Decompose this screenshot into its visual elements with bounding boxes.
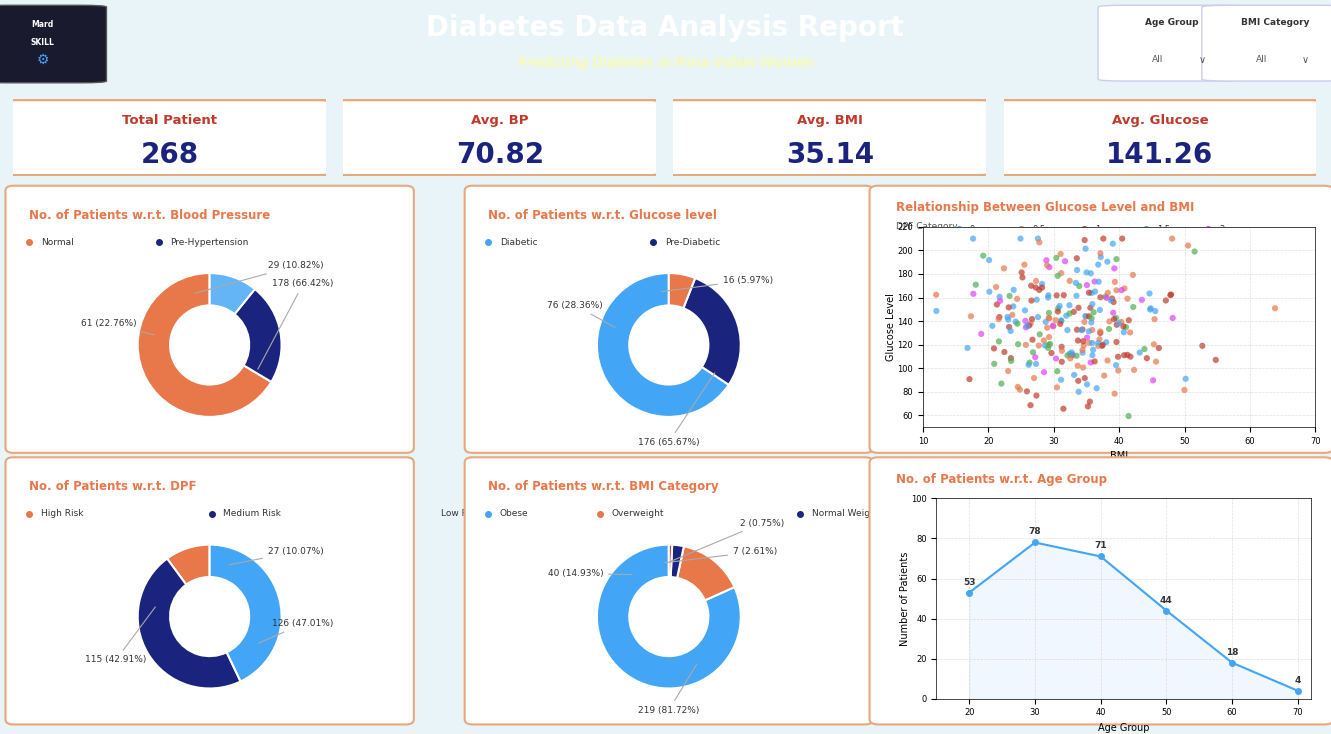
FancyBboxPatch shape [869, 186, 1331, 453]
Text: Medium Risk: Medium Risk [224, 509, 281, 518]
Text: ∨: ∨ [1302, 55, 1310, 65]
Text: Age Group: Age Group [1145, 18, 1198, 26]
Text: SKILL: SKILL [31, 37, 55, 47]
Text: Avg. BP: Avg. BP [471, 115, 528, 127]
Text: Pre-Hypertension: Pre-Hypertension [170, 238, 249, 247]
Text: Predicting Diabetes in Pima Indian Women: Predicting Diabetes in Pima Indian Women [518, 57, 813, 70]
FancyBboxPatch shape [667, 100, 989, 175]
Text: All: All [1256, 55, 1267, 65]
FancyBboxPatch shape [869, 457, 1331, 724]
Text: Total Patient: Total Patient [122, 115, 217, 127]
FancyBboxPatch shape [465, 457, 873, 724]
Text: 0: 0 [970, 225, 976, 234]
Text: Avg. BMI: Avg. BMI [797, 115, 862, 127]
Text: All: All [1153, 55, 1163, 65]
FancyBboxPatch shape [5, 457, 414, 724]
Text: No. of Patients w.r.t. DPF: No. of Patients w.r.t. DPF [29, 481, 197, 493]
Text: Normal: Normal [41, 238, 73, 247]
Text: Obese: Obese [500, 509, 528, 518]
Text: 0.5: 0.5 [1033, 225, 1045, 234]
Text: Relationship Between Glucose Level and BMI: Relationship Between Glucose Level and B… [896, 201, 1195, 214]
Text: Avg. Glucose: Avg. Glucose [1111, 115, 1209, 127]
Text: Diabetes Data Analysis Report: Diabetes Data Analysis Report [426, 14, 905, 42]
Text: 268: 268 [141, 141, 198, 169]
Text: Normal Weight: Normal Weight [812, 509, 880, 518]
Text: 1: 1 [1094, 225, 1099, 234]
FancyBboxPatch shape [465, 186, 873, 453]
Text: Normal: Normal [901, 238, 933, 247]
Text: BMI Category: BMI Category [1240, 18, 1310, 26]
FancyBboxPatch shape [5, 186, 414, 453]
Text: Mard: Mard [32, 20, 53, 29]
Text: DPF Category: DPF Category [896, 222, 958, 231]
Text: 70.82: 70.82 [455, 141, 544, 169]
Text: Underweight: Underweight [1065, 509, 1123, 518]
Text: Diabetic: Diabetic [500, 238, 538, 247]
Text: 1.5: 1.5 [1157, 225, 1170, 234]
FancyBboxPatch shape [0, 5, 106, 83]
Text: ∨: ∨ [1198, 55, 1206, 65]
Text: 35.14: 35.14 [785, 141, 874, 169]
Text: 2: 2 [1219, 225, 1225, 234]
FancyBboxPatch shape [7, 100, 329, 175]
Text: Pre-Diabetic: Pre-Diabetic [666, 238, 720, 247]
Text: Overweight: Overweight [612, 509, 664, 518]
Text: 141.26: 141.26 [1106, 141, 1214, 169]
Text: ⚙: ⚙ [36, 53, 49, 67]
FancyBboxPatch shape [997, 100, 1319, 175]
FancyBboxPatch shape [337, 100, 659, 175]
Text: Hypertension: Hypertension [476, 238, 538, 247]
FancyBboxPatch shape [1202, 5, 1331, 81]
FancyBboxPatch shape [1098, 5, 1244, 81]
Text: No. of Patients w.r.t. Glucose level: No. of Patients w.r.t. Glucose level [488, 208, 717, 222]
Text: Low Risk: Low Risk [442, 509, 480, 518]
Text: High Risk: High Risk [41, 509, 84, 518]
Text: No. of Patients w.r.t. BMI Category: No. of Patients w.r.t. BMI Category [488, 481, 719, 493]
Text: No. of Patients w.r.t. Age Group: No. of Patients w.r.t. Age Group [896, 473, 1107, 486]
Text: No. of Patients w.r.t. Blood Pressure: No. of Patients w.r.t. Blood Pressure [29, 208, 270, 222]
